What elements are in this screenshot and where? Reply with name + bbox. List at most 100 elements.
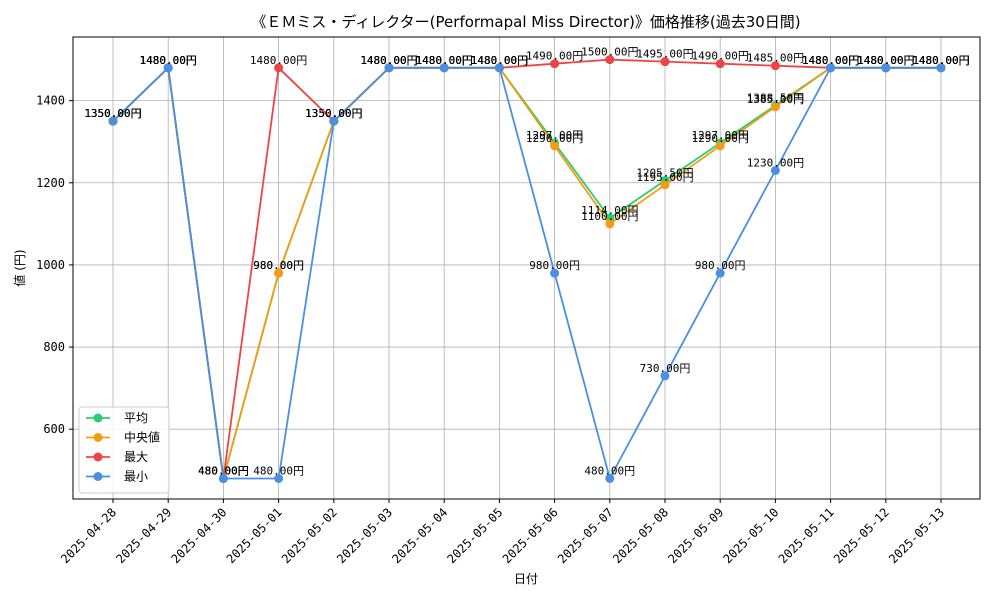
data-label: 1480.00円 [471,54,528,67]
data-label: 1297.00円 [526,129,583,142]
x-tick-label: 2025-05-05 [445,505,506,566]
data-label: 1350.00円 [84,107,141,120]
data-label: 480.00円 [198,464,249,477]
data-label: 480.00円 [584,464,635,477]
data-label: 980.00円 [529,259,580,272]
data-label: 1480.00円 [912,54,969,67]
x-tick-label: 2025-04-30 [169,505,230,566]
x-tick-label: 2025-05-08 [610,505,671,566]
data-point [715,59,725,69]
data-label: 1480.00円 [416,54,473,67]
data-label: 980.00円 [253,259,304,272]
x-tick-label: 2025-04-28 [58,505,119,566]
data-label: 1480.00円 [140,54,197,67]
data-label: 1480.00円 [140,54,197,67]
data-point [660,180,670,190]
y-tick-label: 800 [43,340,65,354]
data-label: 1230.00円 [747,156,804,169]
data-point [163,63,173,73]
data-label: 1385.00円 [747,93,804,106]
data-label: 1114.00円 [581,204,638,217]
data-label: 1480.00円 [857,54,914,67]
data-label: 1485.00円 [747,52,804,65]
data-label: 1480.00円 [802,54,859,67]
data-label: 480.00円 [198,464,249,477]
series-line-1 [112,66,941,480]
data-point [605,219,615,229]
x-tick-label: 2025-05-06 [500,505,561,566]
legend-label: 最小 [124,470,148,484]
data-label: 1500.00円 [581,46,638,59]
series-lines [108,55,946,483]
data-label: 1480.00円 [140,54,197,67]
data-label: 1480.00円 [857,54,914,67]
data-point [770,102,780,112]
data-point [108,116,118,126]
data-label: 480.00円 [253,464,304,477]
x-tick-label: 2025-05-10 [721,505,782,566]
data-point [494,63,504,73]
data-label: 1490.00円 [692,50,749,63]
data-point [770,61,780,71]
x-tick-label: 2025-05-03 [334,505,395,566]
data-label: 1297.00円 [692,129,749,142]
data-point [384,63,394,73]
grid-lines [73,37,980,499]
data-label: 1350.00円 [84,107,141,120]
series-line-3 [112,66,941,480]
x-tick-label: 2025-05-09 [665,505,726,566]
data-label: 1480.00円 [360,54,417,67]
legend-marker [93,433,103,442]
data-point [605,55,615,65]
y-tick-label: 1200 [36,176,65,190]
data-label: 1480.00円 [471,54,528,67]
data-label: 1490.00円 [526,50,583,63]
data-label: 1480.00円 [360,54,417,67]
data-label: 1480.00円 [857,54,914,67]
data-point [274,473,284,483]
data-point [770,165,780,175]
legend-marker [93,452,103,462]
data-label: 1480.00円 [857,54,914,67]
data-label: 480.00円 [198,464,249,477]
series-line-2 [112,58,941,480]
x-tick-label: 2025-05-02 [279,505,340,566]
data-label: 1290.00円 [526,132,583,145]
data-point [329,116,339,126]
data-label: 1205.50円 [636,167,693,180]
y-tick-label: 600 [43,422,65,436]
x-tick-label: 2025-05-11 [776,505,837,566]
data-point [660,57,670,67]
x-axis-label: 日付 [514,572,538,586]
data-point [550,268,560,278]
data-label: 1480.00円 [416,54,473,67]
data-point [715,268,725,278]
data-point [550,59,560,69]
x-tick-label: 2025-05-04 [389,505,450,566]
legend-label: 平均 [124,411,148,425]
x-tick-label: 2025-04-29 [113,505,174,566]
x-tick-label: 2025-05-13 [886,505,947,566]
data-point [660,371,670,381]
data-point [218,473,228,483]
y-axis-ticks: 600 800 1000 1200 1400 [36,94,73,436]
data-label: 1195.00円 [636,171,693,184]
data-label: 1480.00円 [140,54,197,67]
legend-label: 最大 [124,450,148,464]
data-label: 980.00円 [253,259,304,272]
x-axis-ticks: 2025-04-282025-04-292025-04-302025-05-01… [58,499,947,566]
data-label: 1480.00円 [360,54,417,67]
data-label: 1480.00円 [912,54,969,67]
data-label: 1480.00円 [471,54,528,67]
data-label: 1480.00円 [802,54,859,67]
data-label: 1350.00円 [84,107,141,120]
x-tick-label: 2025-05-07 [555,505,616,566]
data-label: 1480.00円 [912,54,969,67]
data-label: 1100.00円 [581,210,638,223]
data-label: 1480.00円 [802,54,859,67]
data-point [439,63,449,73]
plot-frame [72,36,981,500]
chart-title: 《ＥＭミス・ディレクター(Performapal Miss Director)》… [251,13,800,31]
